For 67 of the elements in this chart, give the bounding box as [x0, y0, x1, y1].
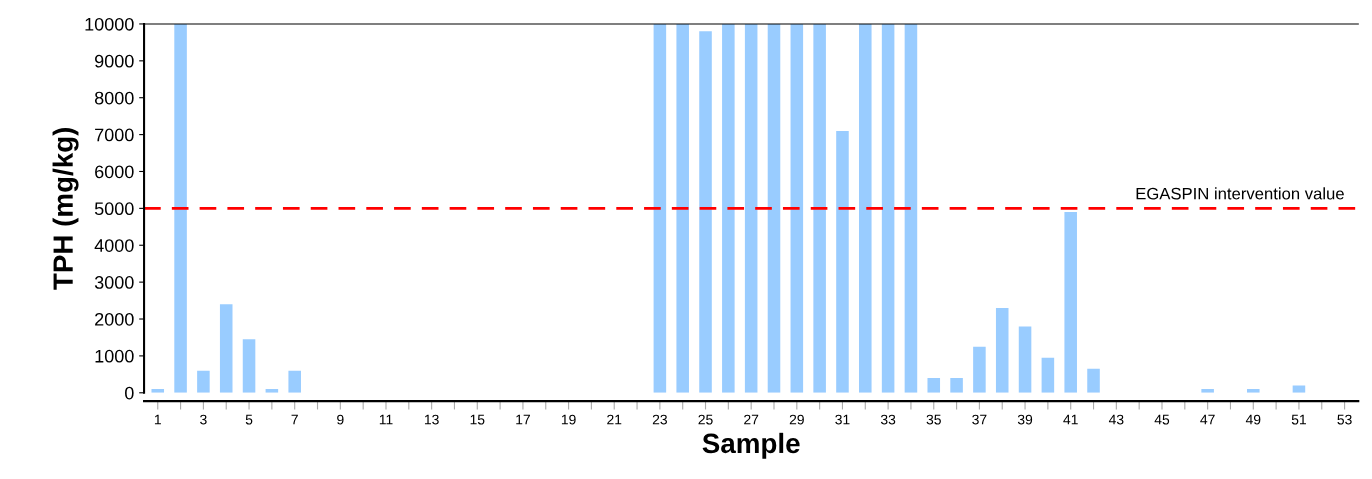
- x-tick-label: 7: [291, 414, 298, 425]
- bar: [904, 23, 918, 393]
- x-tick-label: 41: [1063, 414, 1078, 425]
- bar: [722, 23, 735, 393]
- bar: [836, 130, 849, 393]
- x-tick-label: 45: [1154, 414, 1170, 425]
- bar: [973, 346, 986, 393]
- x-tick-label: 31: [835, 414, 850, 425]
- x-tick-label: 51: [1291, 414, 1306, 425]
- x-tick-label: 19: [561, 414, 576, 425]
- y-tick-label: 5000: [94, 202, 134, 216]
- x-tick-label: 5: [245, 414, 253, 425]
- bar: [676, 23, 689, 393]
- bar: [1041, 357, 1055, 393]
- bar: [653, 23, 667, 393]
- y-tick-label: 1000: [95, 349, 134, 363]
- x-tick-label: 1: [154, 414, 161, 425]
- bar: [699, 31, 712, 393]
- bar: [1087, 368, 1100, 393]
- bar: [219, 304, 233, 393]
- bar: [1292, 385, 1306, 393]
- x-tick-label: 23: [652, 414, 667, 425]
- x-tick-label: 29: [789, 414, 804, 425]
- x-tick-label: 47: [1200, 414, 1215, 425]
- x-tick-label: 25: [698, 414, 713, 425]
- x-tick-label: 21: [607, 414, 622, 425]
- x-tick-label: 3: [200, 414, 207, 425]
- y-tick-label: 7000: [95, 128, 134, 142]
- bar: [174, 23, 187, 393]
- y-tick-label: 3000: [94, 276, 134, 289]
- y-tick-label: 0: [125, 386, 134, 400]
- y-tick-label: 9000: [95, 54, 134, 68]
- bar: [881, 23, 895, 393]
- x-tick-label: 35: [926, 414, 941, 425]
- x-tick-label: 13: [424, 414, 439, 425]
- x-tick-label: 49: [1245, 414, 1261, 425]
- x-tick-label: 39: [1017, 414, 1033, 425]
- bar: [744, 23, 758, 393]
- x-tick-label: 33: [880, 414, 896, 425]
- bar: [242, 339, 256, 393]
- y-tick-label: 8000: [94, 91, 134, 105]
- bar: [995, 307, 1009, 393]
- y-axis-title: TPH (mg/kg): [52, 127, 79, 290]
- x-tick-label: 53: [1337, 414, 1352, 425]
- x-tick-label: 15: [470, 414, 485, 425]
- x-tick-label: 43: [1108, 414, 1124, 425]
- y-tick-label: 2000: [95, 312, 134, 326]
- x-tick-label: 11: [379, 414, 393, 425]
- x-tick-label: 9: [337, 414, 344, 425]
- y-tick-label: 4000: [94, 239, 134, 252]
- bar: [790, 23, 804, 393]
- y-tick-label: 10000: [85, 17, 134, 31]
- bar: [813, 23, 826, 393]
- bar: [927, 378, 941, 393]
- bar: [859, 23, 872, 393]
- bar: [288, 370, 301, 393]
- x-tick-label: 37: [972, 414, 987, 425]
- x-axis-title: Sample: [702, 432, 800, 459]
- x-tick-label: 17: [516, 414, 530, 425]
- y-tick-label: 6000: [95, 165, 134, 179]
- x-tick-label: 27: [744, 414, 759, 425]
- bar: [767, 23, 781, 393]
- ref-line-label: EGASPIN intervention value: [1136, 187, 1344, 200]
- bar: [197, 370, 210, 393]
- bar: [1018, 326, 1032, 393]
- bar: [1064, 212, 1077, 393]
- bar: [950, 378, 963, 393]
